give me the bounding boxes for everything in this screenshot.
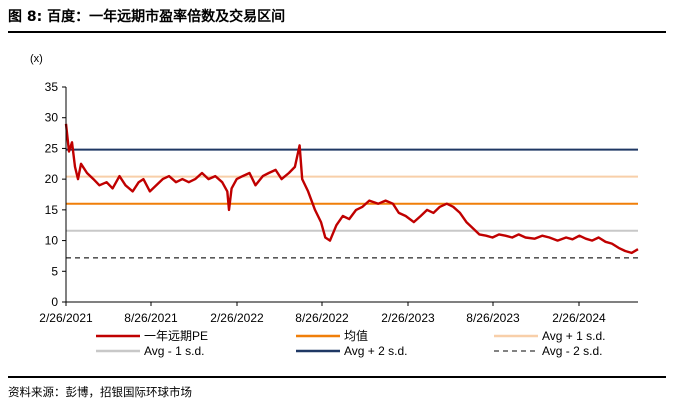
legend-item-minus1-sd: Avg - 1 s.d. [96, 344, 204, 358]
y-tick-label: 35 [45, 80, 59, 94]
legend-item-plus1-sd: Avg + 1 s.d. [494, 329, 606, 343]
legend-label: 一年远期PE [144, 329, 208, 343]
y-tick-label: 30 [45, 111, 59, 125]
x-tick-label: 2/26/2023 [381, 311, 435, 325]
y-tick-label: 5 [51, 264, 58, 278]
y-tick-label: 0 [51, 295, 58, 309]
legend-label: Avg - 2 s.d. [542, 344, 602, 358]
x-tick-label: 8/26/2023 [466, 311, 520, 325]
x-tick-label: 8/26/2022 [295, 311, 349, 325]
unit-label: (x) [30, 53, 43, 65]
source-note: 资料来源：彭博，招银国际环球市场 [8, 385, 192, 399]
x-tick-label: 8/26/2021 [124, 311, 178, 325]
legend-item-plus2-sd: Avg + 2 s.d. [296, 344, 408, 358]
x-tick-label: 2/26/2022 [210, 311, 264, 325]
legend-label: Avg + 2 s.d. [344, 344, 408, 358]
top-rule [8, 31, 666, 33]
y-tick-label: 25 [45, 141, 59, 155]
y-tick-label: 15 [45, 203, 59, 217]
legend-item-mean: 均值 [296, 328, 368, 343]
pe-series-line [64, 123, 639, 255]
legend-item-pe: 一年远期PE [96, 329, 208, 343]
y-tick-label: 20 [45, 172, 59, 186]
y-tick-label: 10 [45, 234, 59, 248]
x-tick-label: 2/26/2024 [552, 311, 606, 325]
x-tick-label: 2/26/2021 [39, 311, 93, 325]
legend-item-minus2-sd: Avg - 2 s.d. [494, 344, 602, 358]
legend-label: 均值 [344, 328, 368, 343]
legend-label: Avg - 1 s.d. [144, 344, 204, 358]
bottom-rule [8, 376, 666, 378]
page-title: 图 8: 百度：一年远期市盈率倍数及交易区间 [8, 9, 286, 25]
legend-label: Avg + 1 s.d. [542, 329, 606, 343]
